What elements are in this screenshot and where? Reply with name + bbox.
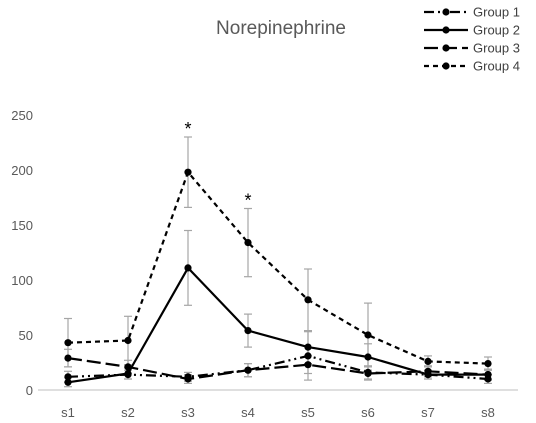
x-tick-label: s2	[121, 405, 135, 420]
legend-marker	[442, 26, 450, 34]
legend-item: Group 1	[424, 5, 520, 20]
data-point	[364, 353, 372, 361]
y-tick-label: 0	[26, 383, 33, 398]
data-point	[424, 357, 432, 365]
x-tick-label: s4	[241, 405, 255, 420]
significance-marker: *	[184, 119, 191, 139]
data-point	[124, 363, 132, 371]
y-tick-label: 100	[11, 273, 33, 288]
legend-label: Group 2	[473, 23, 520, 38]
x-tick-labels: s1 s2 s3 s4 s5 s6 s7 s8	[61, 405, 495, 420]
y-tick-label: 150	[11, 218, 33, 233]
chart-title: Norepinephrine	[216, 18, 346, 39]
x-tick-label: s8	[481, 405, 495, 420]
y-tick-label: 200	[11, 163, 33, 178]
error-bars	[64, 136, 492, 388]
data-point	[364, 331, 372, 339]
data-point	[304, 361, 312, 369]
data-point	[484, 371, 492, 379]
data-point	[364, 369, 372, 378]
data-point	[64, 354, 72, 362]
legend-marker	[442, 44, 450, 52]
data-point	[184, 375, 192, 383]
legend-label: Group 4	[473, 59, 520, 74]
data-point	[244, 239, 252, 247]
data-point	[124, 369, 132, 378]
data-point	[64, 378, 72, 386]
legend-label: Group 3	[473, 41, 520, 56]
x-tick-label: s3	[181, 405, 195, 420]
data-point	[184, 168, 192, 176]
significance-marker: *	[244, 191, 251, 211]
x-tick-label: s6	[361, 405, 375, 420]
x-tick-label: s7	[421, 405, 435, 420]
legend-item: Group 4	[424, 59, 520, 74]
data-point	[304, 296, 312, 304]
y-tick-label: 250	[11, 108, 33, 123]
legend-label: Group 1	[473, 5, 520, 20]
data-point	[304, 343, 312, 351]
data-point	[124, 336, 132, 345]
data-point	[424, 367, 432, 375]
x-tick-label: s5	[301, 405, 315, 420]
legend-item: Group 2	[424, 23, 520, 38]
series-line-4	[67, 171, 489, 365]
legend-marker	[442, 62, 450, 70]
x-tick-label: s1	[61, 405, 75, 420]
legend-marker	[442, 8, 450, 16]
series-line-1	[67, 354, 489, 381]
y-tick-labels: 0 50 100 150 200 250	[11, 108, 33, 398]
legend-item: Group 3	[424, 41, 520, 56]
significance-annotations: **	[184, 119, 251, 211]
series-markers	[64, 168, 492, 386]
data-point	[244, 366, 252, 374]
series-line-3	[67, 357, 489, 381]
data-point	[304, 352, 312, 360]
data-point	[244, 327, 252, 335]
legend: Group 1 Group 2 Group 3 Group 4	[424, 5, 520, 74]
data-point	[184, 264, 192, 272]
data-point	[64, 373, 72, 381]
series-lines	[67, 171, 489, 384]
data-point	[64, 339, 72, 347]
data-point	[484, 360, 492, 368]
y-tick-label: 50	[19, 328, 33, 343]
